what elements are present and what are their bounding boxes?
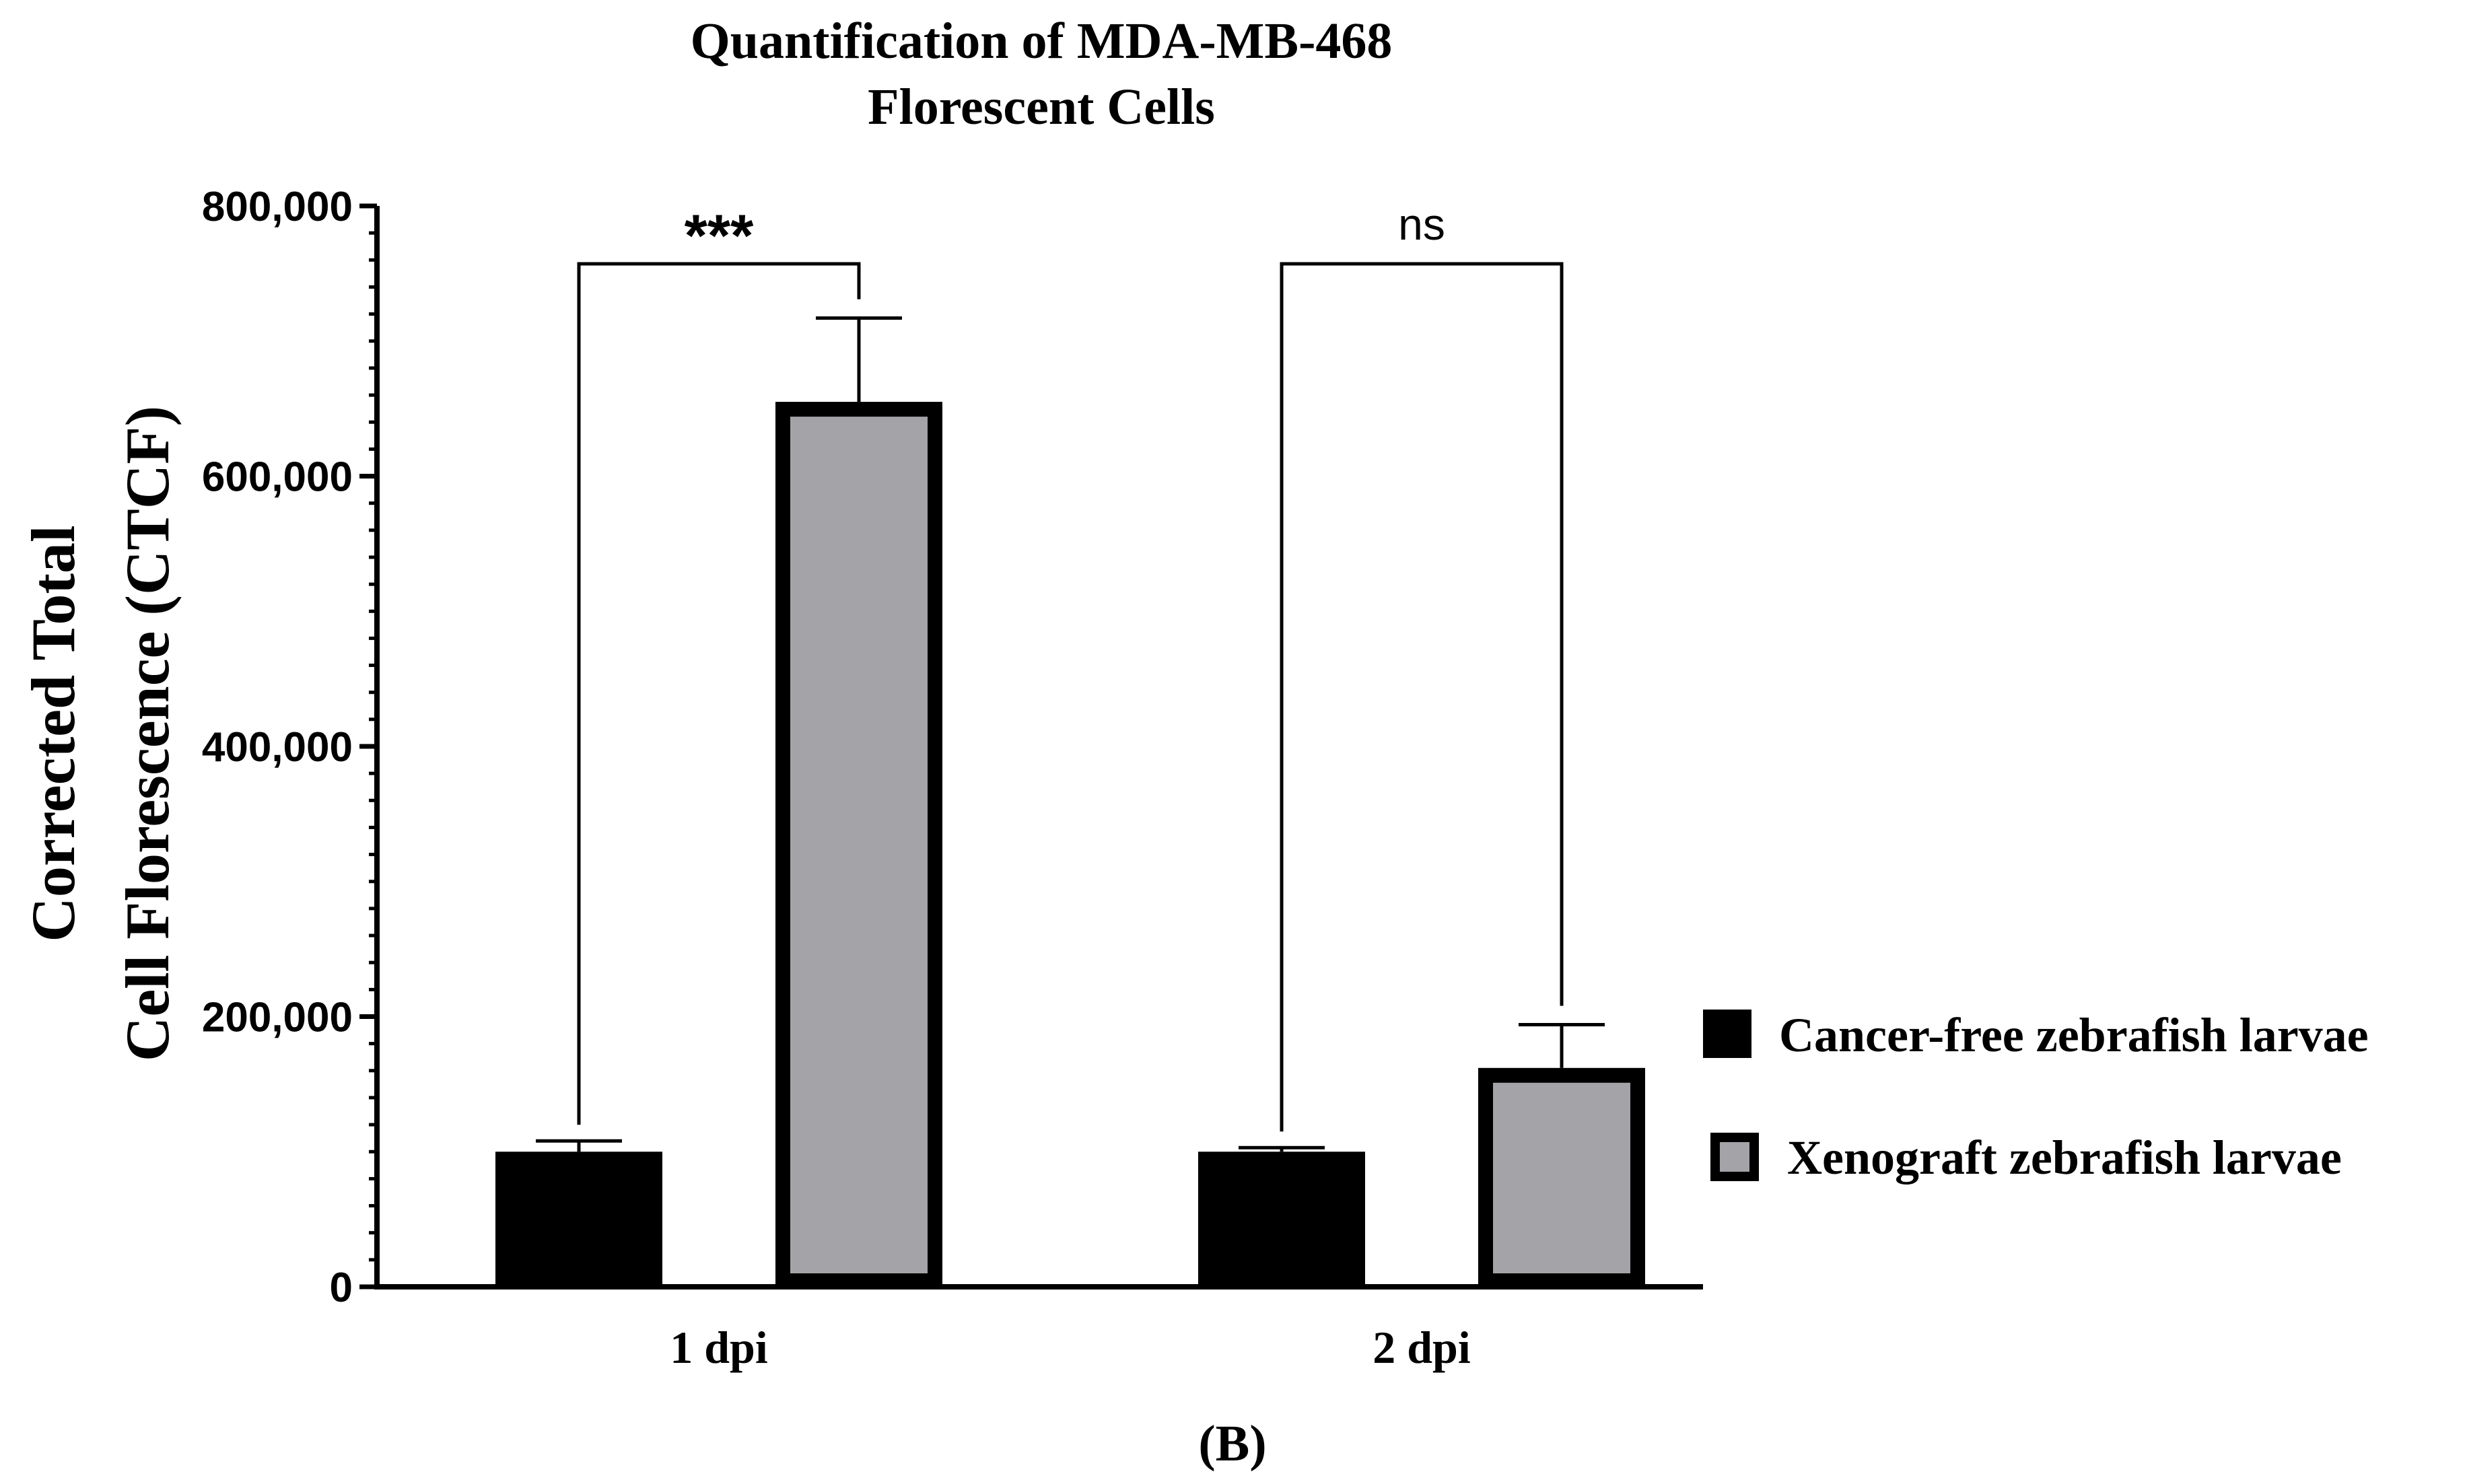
legend: Cancer-free zebrafish larvae Xenograft ze…: [1703, 1008, 2369, 1185]
panel-label: (B): [1198, 1415, 1266, 1472]
legend-swatch-cancer-free: [1703, 1010, 1751, 1058]
y-tick-label: 400,000: [202, 724, 353, 771]
significance-label: ns: [1398, 199, 1445, 249]
chart-title-line-1: Quantification of MDA-MB-468: [691, 13, 1393, 69]
x-tick-label: 1 dpi: [670, 1322, 768, 1373]
chart-title-line-2: Florescent Cells: [868, 79, 1215, 135]
bar-cancer-free-1: [495, 1152, 662, 1288]
bar-cancer-free-2: [1198, 1152, 1365, 1288]
bar-xenograft-2: [1478, 1067, 1645, 1289]
y-axis-label-line-2: Cell Florescence (CTCF): [113, 406, 182, 1061]
bar-xenograft-1: [775, 402, 942, 1288]
significance-bracket: [1280, 262, 1564, 1132]
legend-label: Cancer-free zebrafish larvae: [1779, 1008, 2369, 1062]
y-tick-label: 800,000: [202, 184, 353, 230]
y-tick-label: 600,000: [202, 454, 353, 501]
legend-label: Xenograft zebrafish larvae: [1787, 1131, 2342, 1185]
y-tick-label: 0: [330, 1265, 353, 1311]
x-tick-label: 2 dpi: [1373, 1322, 1471, 1373]
plot-area: 0 200,000 400,000 600,000 800,000 1 dpi 2 dpi *…: [202, 184, 1703, 1373]
legend-swatch-xenograft: [1710, 1133, 1759, 1181]
significance-label: ***: [685, 202, 754, 269]
y-axis-label-line-1: Corrected Total: [19, 525, 88, 942]
y-tick-label: 200,000: [202, 995, 353, 1041]
significance-bracket: [577, 262, 861, 1125]
